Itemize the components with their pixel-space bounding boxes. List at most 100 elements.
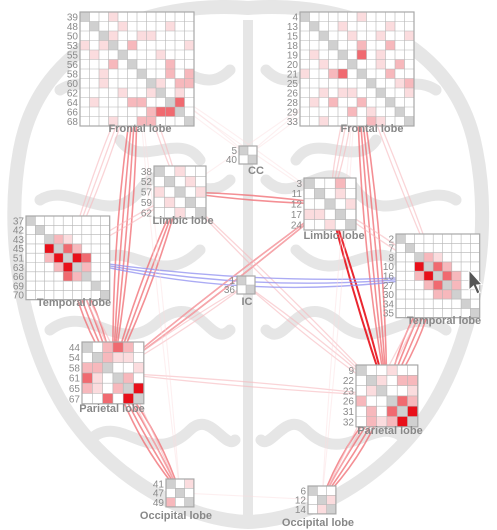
connectivity-cell bbox=[338, 88, 348, 98]
row-index-label: 39 bbox=[67, 12, 79, 23]
connectivity-cell bbox=[112, 383, 124, 394]
row-index-label: 17 bbox=[291, 210, 303, 221]
connectivity-cell bbox=[133, 362, 144, 373]
diagonal-cell bbox=[328, 40, 338, 50]
connectivity-cell bbox=[63, 243, 73, 254]
connectivity-cell bbox=[385, 69, 395, 79]
connectivity-cell bbox=[319, 116, 329, 126]
row-index-label: 23 bbox=[343, 386, 355, 397]
connectivity-cell bbox=[319, 59, 329, 69]
diagonal-cell bbox=[137, 69, 147, 79]
connectivity-cell bbox=[356, 395, 367, 407]
connectivity-cell bbox=[108, 116, 118, 126]
connectivity-cell bbox=[44, 253, 54, 263]
diagonal-cell bbox=[309, 21, 319, 31]
diagonal-cell bbox=[248, 155, 257, 164]
connectivity-cell bbox=[314, 209, 325, 220]
connectivity-cell bbox=[99, 40, 109, 50]
connectivity-cell bbox=[112, 352, 124, 363]
diagonal-cell bbox=[89, 21, 99, 31]
row-index-label: 51 bbox=[13, 253, 25, 264]
connection-parietal-left-parietal-right bbox=[112, 372, 387, 397]
row-index-label: 3 bbox=[296, 179, 302, 190]
connectivity-cell bbox=[366, 416, 377, 427]
diagonal-cell bbox=[366, 375, 377, 386]
row-index-label: 64 bbox=[67, 98, 79, 109]
row-index-label: 60 bbox=[67, 79, 79, 90]
connectivity-cell bbox=[414, 261, 424, 272]
connectivity-cell bbox=[397, 395, 408, 407]
diagonal-cell bbox=[146, 78, 156, 88]
connectivity-cell bbox=[414, 271, 424, 281]
diagonal-cell bbox=[165, 97, 175, 107]
connectivity-cell bbox=[376, 59, 386, 69]
connectivity-cell bbox=[338, 21, 348, 31]
connectivity-cell bbox=[386, 406, 398, 417]
diagonal-cell bbox=[133, 393, 144, 404]
matrix-border bbox=[299, 11, 415, 127]
row-index-label: 27 bbox=[383, 281, 395, 292]
connectivity-cell bbox=[423, 280, 434, 290]
row-index-label: 41 bbox=[153, 479, 165, 490]
row-index-label: 13 bbox=[287, 22, 299, 33]
row-index-label: 18 bbox=[287, 41, 299, 52]
region-cc[interactable]: 540 CC bbox=[226, 145, 264, 177]
row-index-label: 8 bbox=[388, 253, 394, 264]
region-ic[interactable]: 136 IC bbox=[224, 275, 256, 308]
connectivity-cell bbox=[89, 97, 99, 107]
connectivity-cell bbox=[72, 253, 82, 263]
diagonal-cell bbox=[319, 31, 329, 41]
connectivity-cell bbox=[174, 207, 186, 218]
diagonal-cell bbox=[314, 188, 325, 199]
connectivity-cell bbox=[442, 271, 452, 281]
connectivity-cell bbox=[335, 188, 346, 199]
diagonal-cell bbox=[195, 207, 206, 218]
matrix-border bbox=[25, 215, 111, 301]
connectivity-cell bbox=[338, 69, 348, 79]
row-index-label: 21 bbox=[287, 69, 299, 80]
matrix-border bbox=[153, 165, 207, 219]
row-index-label: 32 bbox=[343, 417, 355, 428]
connectivity-cell bbox=[123, 393, 134, 404]
connectivity-cell bbox=[407, 395, 418, 407]
diagonal-cell bbox=[112, 372, 124, 384]
connectivity-cell bbox=[123, 352, 134, 363]
row-index-label: 65 bbox=[69, 384, 81, 395]
row-index-label: 43 bbox=[13, 235, 25, 246]
connectivity-cell bbox=[184, 40, 194, 50]
diagonal-cell bbox=[451, 289, 462, 300]
row-index-label: 54 bbox=[69, 353, 81, 364]
row-index-label: 26 bbox=[343, 397, 355, 408]
connectivity-cell bbox=[345, 198, 356, 210]
matrix-border bbox=[355, 364, 419, 428]
connectivity-cell bbox=[185, 176, 196, 187]
brain-fold-6 bbox=[84, 418, 241, 450]
diagonal-cell bbox=[72, 262, 82, 272]
row-index-label: 1 bbox=[229, 276, 235, 287]
connectivity-cell bbox=[386, 416, 398, 427]
row-index-label: 49 bbox=[153, 498, 165, 509]
diagonal-cell bbox=[127, 59, 137, 69]
diagonal-cell bbox=[300, 12, 310, 22]
connection-frontal-right-occipital-right bbox=[321, 68, 358, 500]
row-index-label: 12 bbox=[291, 200, 303, 211]
diagonal-cell bbox=[376, 385, 387, 396]
row-index-label: 19 bbox=[287, 50, 299, 61]
connectivity-cell bbox=[386, 365, 398, 376]
connectivity-cell bbox=[407, 385, 418, 396]
diagonal-cell bbox=[395, 107, 405, 117]
connectivity-cell bbox=[133, 383, 144, 394]
region-label: Temporal lobe bbox=[37, 297, 111, 309]
row-index-label: 57 bbox=[141, 188, 153, 199]
